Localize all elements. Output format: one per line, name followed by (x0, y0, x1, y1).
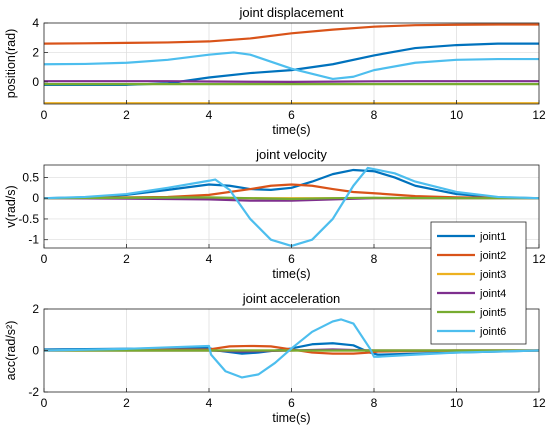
legend-entry-joint4: joint4 (437, 288, 506, 300)
series-group (44, 318, 539, 379)
x-tick-label: 4 (206, 252, 213, 266)
x-tick-label: 6 (288, 108, 295, 122)
series-line-joint2 (44, 23, 539, 45)
x-axis-label: time(s) (272, 123, 310, 137)
legend-label: joint3 (479, 269, 506, 281)
legend: joint1 joint2 joint3 joint4 joint5 joint6 (430, 221, 527, 345)
x-tick-label: 0 (41, 396, 48, 410)
legend-entry-joint3: joint3 (437, 269, 506, 281)
legend-label: joint1 (479, 231, 506, 243)
subplot-title: joint displacement (238, 5, 343, 20)
legend-entry-joint6: joint6 (437, 326, 506, 338)
series-group (44, 166, 539, 248)
x-tick-label: 12 (532, 108, 546, 122)
x-tick-label: 10 (450, 108, 464, 122)
legend-label: joint5 (479, 307, 506, 319)
y-tick-label: 2 (32, 302, 39, 316)
y-axis-label: position(rad) (4, 29, 18, 98)
subplot-title: joint acceleration (242, 291, 341, 306)
x-tick-label: 2 (123, 252, 130, 266)
x-tick-label: 8 (371, 108, 378, 122)
series-line-joint6 (44, 51, 539, 81)
legend-box (430, 221, 527, 345)
y-tick-label: 2 (32, 45, 39, 59)
x-tick-label: 0 (41, 252, 48, 266)
y-axis-label: v(rad/s) (4, 185, 18, 227)
series-line-joint6 (44, 318, 539, 379)
legend-label: joint6 (479, 326, 506, 338)
x-axis-label: time(s) (272, 267, 310, 281)
y-tick-label: -1 (28, 233, 39, 247)
y-axis-label: acc(rad/s²) (4, 321, 18, 381)
y-tick-label: 0 (32, 191, 39, 205)
legend-entry-joint1: joint1 (437, 231, 506, 243)
x-tick-label: 6 (288, 252, 295, 266)
y-tick-label: 0 (32, 75, 39, 89)
x-tick-label: 10 (450, 396, 464, 410)
y-tick-label: 0 (32, 344, 39, 358)
subplot-title: joint velocity (255, 147, 327, 162)
y-tick-label: 4 (32, 16, 39, 30)
legend-entry-joint2: joint2 (437, 250, 506, 262)
series-line-joint4 (44, 80, 539, 84)
x-tick-label: 4 (206, 108, 213, 122)
x-tick-label: 6 (288, 396, 295, 410)
legend-label: joint4 (479, 288, 506, 300)
legend-entry-joint5: joint5 (437, 307, 506, 319)
x-tick-label: 8 (371, 252, 378, 266)
y-tick-label: -0.5 (18, 212, 39, 226)
x-tick-label: 0 (41, 108, 48, 122)
subplot-displacement: 0 2 4 6 8 10 12 0 2 4 joint displacement time(s) pos… (4, 5, 546, 137)
x-tick-label: 12 (532, 396, 546, 410)
legend-label: joint2 (479, 250, 506, 262)
x-tick-label: 2 (123, 108, 130, 122)
y-tick-label: -2 (28, 385, 39, 399)
x-tick-label: 2 (123, 396, 130, 410)
x-tick-label: 8 (371, 396, 378, 410)
x-axis-label: time(s) (272, 411, 310, 425)
y-tick-label: 0.5 (22, 170, 39, 184)
x-tick-label: 4 (206, 396, 213, 410)
x-tick-label: 12 (532, 252, 546, 266)
series-line-joint5 (44, 196, 539, 201)
